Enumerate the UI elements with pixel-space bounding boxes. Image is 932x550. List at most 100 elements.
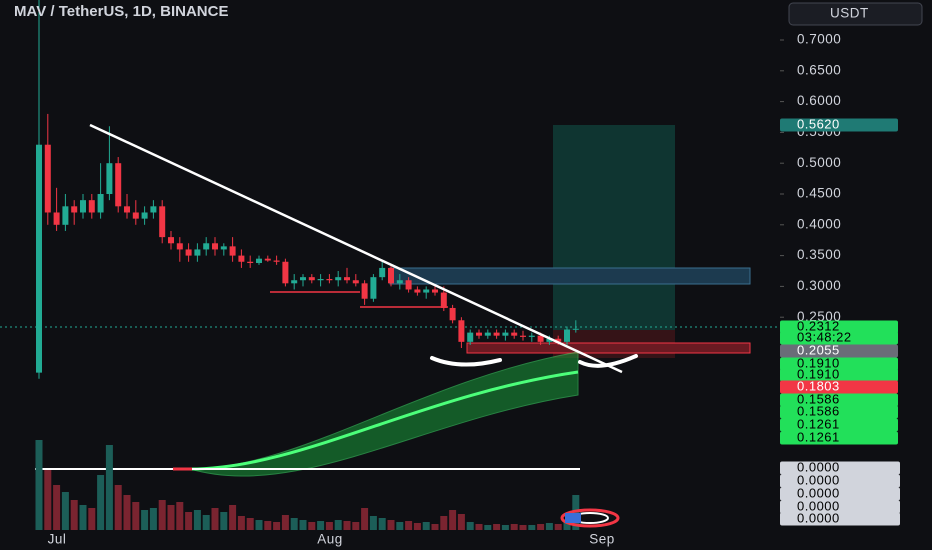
price-tag: 03:48:22 [797, 329, 852, 344]
volume-bar [545, 523, 553, 530]
time-tick-label: Jul [48, 532, 67, 547]
zone-box [389, 267, 751, 285]
arc-drawing [578, 354, 638, 368]
volume-bar [334, 520, 342, 530]
volume-bar [193, 510, 201, 530]
volume-bar [114, 485, 122, 530]
candle-body [220, 246, 227, 250]
candle-body [458, 320, 465, 342]
candle-body [396, 280, 403, 284]
price-tag: 0.1261 [797, 429, 840, 444]
currency-button[interactable] [788, 2, 923, 26]
price-tag-bg [780, 368, 898, 382]
candle-body [572, 328, 579, 330]
volume-bar [422, 522, 430, 530]
price-tag-bg [780, 461, 900, 475]
volume-bar [457, 514, 465, 530]
volume-bar [299, 520, 307, 530]
price-tags: 0.56200.231203:48:220.20550.19100.19100.… [780, 116, 900, 526]
price-tag-bg [780, 487, 900, 501]
volume-bar [123, 495, 131, 530]
candle-body [194, 249, 201, 256]
volume-bar [185, 512, 193, 530]
volume-bar [378, 518, 386, 530]
candle-body [238, 255, 245, 262]
volume-bar [554, 524, 562, 530]
candle-body [282, 261, 289, 284]
volume-bar [484, 525, 492, 530]
price-tag-bg [780, 357, 898, 371]
candle-body [168, 237, 174, 244]
price-tick-label: 0.5000 [797, 155, 841, 170]
trend-line [89, 123, 623, 374]
price-tag-bg [780, 431, 898, 445]
candle-body [229, 246, 236, 256]
volume-bar [501, 525, 509, 530]
candle-body [370, 277, 377, 299]
candle-body [317, 279, 324, 281]
volume-bar [273, 522, 281, 530]
candle-body [44, 144, 51, 213]
projection-mid [189, 370, 579, 471]
price-tag-bg [780, 331, 898, 345]
price-tag-bg [780, 118, 898, 132]
candle-body [141, 212, 148, 219]
candle-body [379, 267, 386, 278]
candle-body [476, 332, 482, 336]
candle-body [132, 212, 139, 219]
price-tag-bg [780, 344, 898, 358]
candle-body [176, 243, 183, 250]
volume-bar [413, 523, 421, 530]
price-tag-bg [780, 393, 898, 407]
candle-body [335, 277, 342, 281]
price-tag-bg [780, 380, 898, 394]
volume-bar [88, 508, 96, 530]
time-tick-label: Aug [317, 532, 343, 547]
candle-body [352, 280, 359, 284]
volume-bar [563, 520, 571, 530]
volume-bar [466, 522, 474, 530]
volume-bar [176, 502, 184, 530]
price-tag-bg [780, 474, 900, 488]
candle-body [440, 292, 447, 308]
candle-body [520, 335, 526, 337]
price-tag-bg [780, 500, 900, 514]
volume-bar [132, 502, 140, 530]
volume-bar [79, 505, 87, 530]
volume-bar [290, 518, 298, 530]
volume-bar [475, 524, 483, 530]
volume-bar [493, 524, 501, 530]
currency-label[interactable]: USDT [830, 6, 869, 21]
volume-bar [220, 512, 228, 530]
volume-bar [255, 520, 263, 530]
candle-body [124, 206, 130, 213]
candle-body [555, 338, 562, 342]
volume-bar [141, 510, 149, 530]
candle-body [493, 332, 500, 336]
candle-body [432, 289, 438, 293]
volume-bar [396, 522, 404, 530]
price-tick-label: 0.6000 [797, 93, 841, 108]
price-tag: 0.1586 [797, 391, 840, 406]
price-tick-label: 0.6500 [797, 62, 841, 77]
price-tag: 0.1910 [797, 366, 840, 381]
volume-bar [352, 522, 360, 530]
volume-bar [229, 505, 237, 530]
volume-bar [317, 521, 325, 530]
volume-bar [440, 516, 448, 530]
price-axis-panel [780, 0, 932, 550]
candle-body [449, 307, 456, 321]
volume-bar [510, 524, 518, 530]
volume-bar [70, 500, 78, 530]
price-tag-bg [780, 418, 898, 432]
price-tag: 0.1910 [797, 355, 840, 370]
volume-bar [369, 516, 377, 530]
volume-bar [387, 520, 395, 530]
candle-body [308, 277, 315, 281]
volume-bar [361, 508, 369, 530]
candle-body [212, 243, 218, 250]
price-tag: 0.2055 [797, 342, 840, 357]
volume-bar [158, 500, 166, 530]
volume-bar [405, 521, 413, 530]
candle-body [564, 329, 570, 342]
